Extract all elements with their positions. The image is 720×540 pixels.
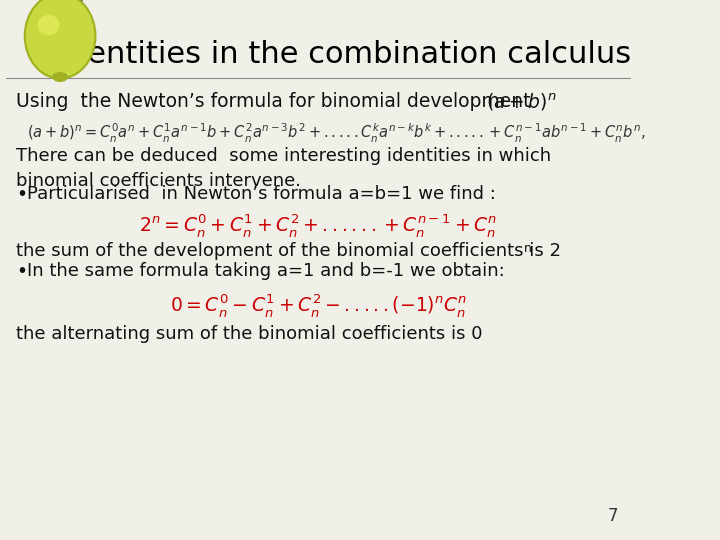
Text: •: • [16,185,27,204]
Text: $(a + b)^{n}$: $(a + b)^{n}$ [486,92,557,113]
Text: Particularised  in Newton’s formula a=b=1 we find :: Particularised in Newton’s formula a=b=1… [27,185,495,203]
Ellipse shape [52,72,68,82]
Text: Using  the Newton’s formula for binomial development: Using the Newton’s formula for binomial … [16,92,531,111]
Text: $2^n = C_n^0 + C_n^1 + C_n^2 + ...... + C_n^{n-1} + C_n^n$: $2^n = C_n^0 + C_n^1 + C_n^2 + ...... + … [139,212,498,239]
Text: n: n [524,242,532,255]
Text: $(a+b)^{n} = C_n^0 a^n + C_n^1 a^{n-1}b + C_n^2 a^{n-3}b^2 + .....C_n^k a^{n-k}b: $(a+b)^{n} = C_n^0 a^n + C_n^1 a^{n-1}b … [27,122,645,145]
Text: the sum of the development of the binomial coefficients is 2: the sum of the development of the binomi… [16,242,561,260]
Text: There can be deduced  some interesting identities in which
binomial coefficients: There can be deduced some interesting id… [16,147,551,190]
Text: $0 = C_n^0 - C_n^1 + C_n^2 - .....(-1)^n C_n^n$: $0 = C_n^0 - C_n^1 + C_n^2 - .....(-1)^n… [169,292,467,319]
Ellipse shape [24,0,96,78]
Text: •: • [16,262,27,281]
Ellipse shape [37,15,60,35]
Text: Identities in the combination calculus: Identities in the combination calculus [58,40,631,69]
Text: 7: 7 [608,507,618,525]
Text: the alternating sum of the binomial coefficients is 0: the alternating sum of the binomial coef… [16,325,482,343]
Ellipse shape [50,0,82,22]
Text: In the same formula taking a=1 and b=-1 we obtain:: In the same formula taking a=1 and b=-1 … [27,262,504,280]
